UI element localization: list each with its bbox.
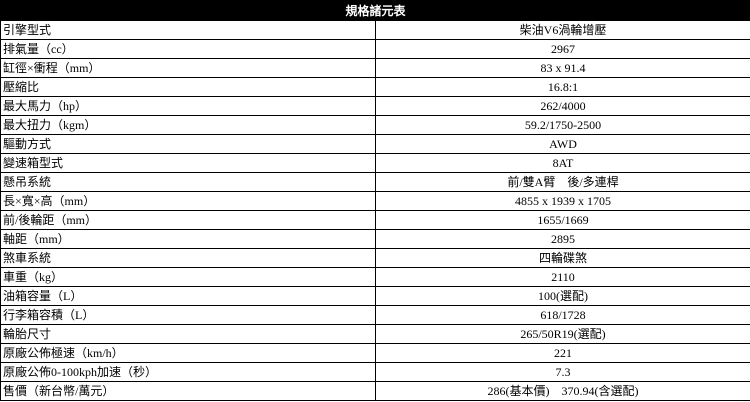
spec-value: 618/1728 <box>374 305 750 325</box>
table-body: 引擎型式 柴油V6渦輪增壓 排氣量（cc） 2967 缸徑×衝程（mm） 83 x 91.… <box>0 20 750 401</box>
spec-label: 長×寬×高（mm） <box>0 191 376 211</box>
spec-label: 行李箱容積（L） <box>0 305 376 325</box>
spec-value: 4855 x 1939 x 1705 <box>374 191 750 211</box>
spec-label: 最大扭力（kgm） <box>0 115 376 135</box>
spec-value: 59.2/1750-2500 <box>374 115 750 135</box>
spec-label: 軸距（mm） <box>0 229 376 249</box>
spec-row: 輪胎尺寸 265/50R19(選配) <box>0 324 750 344</box>
spec-value: 83 x 91.4 <box>374 58 750 78</box>
spec-row: 前/後輪距（mm） 1655/1669 <box>0 210 750 230</box>
spec-row: 原廠公佈極速（km/h） 221 <box>0 343 750 363</box>
spec-row: 引擎型式 柴油V6渦輪增壓 <box>0 20 750 40</box>
spec-value: 四輪碟煞 <box>374 248 750 268</box>
spec-value: 2895 <box>374 229 750 249</box>
spec-value: 8AT <box>374 153 750 173</box>
spec-row: 缸徑×衝程（mm） 83 x 91.4 <box>0 58 750 78</box>
spec-label: 排氣量（cc） <box>0 39 376 59</box>
header-row: 規格諸元表 <box>0 0 750 21</box>
spec-row: 煞車系統 四輪碟煞 <box>0 248 750 268</box>
spec-label: 缸徑×衝程（mm） <box>0 58 376 78</box>
spec-value: 262/4000 <box>374 96 750 116</box>
spec-row: 最大扭力（kgm） 59.2/1750-2500 <box>0 115 750 135</box>
spec-value: 前/雙A臂 後/多連桿 <box>374 172 750 192</box>
spec-row: 車重（kg） 2110 <box>0 267 750 287</box>
spec-label: 油箱容量（L） <box>0 286 376 306</box>
spec-row: 原廠公佈0-100kph加速（秒） 7.3 <box>0 362 750 382</box>
spec-row: 變速箱型式 8AT <box>0 153 750 173</box>
spec-label: 售價（新台幣/萬元） <box>0 381 376 401</box>
spec-label: 懸吊系統 <box>0 172 376 192</box>
spec-row: 長×寬×高（mm） 4855 x 1939 x 1705 <box>0 191 750 211</box>
spec-row: 懸吊系統 前/雙A臂 後/多連桿 <box>0 172 750 192</box>
spec-value: 221 <box>374 343 750 363</box>
spec-label: 最大馬力（hp） <box>0 96 376 116</box>
spec-value: 柴油V6渦輪增壓 <box>374 20 750 40</box>
spec-label: 驅動方式 <box>0 134 376 154</box>
spec-row: 最大馬力（hp） 262/4000 <box>0 96 750 116</box>
spec-row: 排氣量（cc） 2967 <box>0 39 750 59</box>
spec-label: 輪胎尺寸 <box>0 324 376 344</box>
table-title: 規格諸元表 <box>0 0 750 21</box>
spec-value: 2110 <box>374 267 750 287</box>
spec-value: 16.8:1 <box>374 77 750 97</box>
spec-value: 265/50R19(選配) <box>374 324 750 344</box>
spec-value: 286(基本價) 370.94(含選配) <box>374 381 750 401</box>
spec-value: 7.3 <box>374 362 750 382</box>
spec-row: 軸距（mm） 2895 <box>0 229 750 249</box>
spec-value: 1655/1669 <box>374 210 750 230</box>
spec-value: AWD <box>374 134 750 154</box>
spec-row: 行李箱容積（L） 618/1728 <box>0 305 750 325</box>
spec-label: 原廠公佈極速（km/h） <box>0 343 376 363</box>
spec-row: 驅動方式 AWD <box>0 134 750 154</box>
spec-label: 變速箱型式 <box>0 153 376 173</box>
spec-label: 壓縮比 <box>0 77 376 97</box>
spec-label: 煞車系統 <box>0 248 376 268</box>
spec-row: 售價（新台幣/萬元） 286(基本價) 370.94(含選配) <box>0 381 750 401</box>
spec-row: 油箱容量（L） 100(選配) <box>0 286 750 306</box>
spec-row: 壓縮比 16.8:1 <box>0 77 750 97</box>
spec-label: 前/後輪距（mm） <box>0 210 376 230</box>
spec-value: 2967 <box>374 39 750 59</box>
spec-value: 100(選配) <box>374 286 750 306</box>
spec-label: 車重（kg） <box>0 267 376 287</box>
spec-label: 原廠公佈0-100kph加速（秒） <box>0 362 376 382</box>
spec-label: 引擎型式 <box>0 20 376 40</box>
